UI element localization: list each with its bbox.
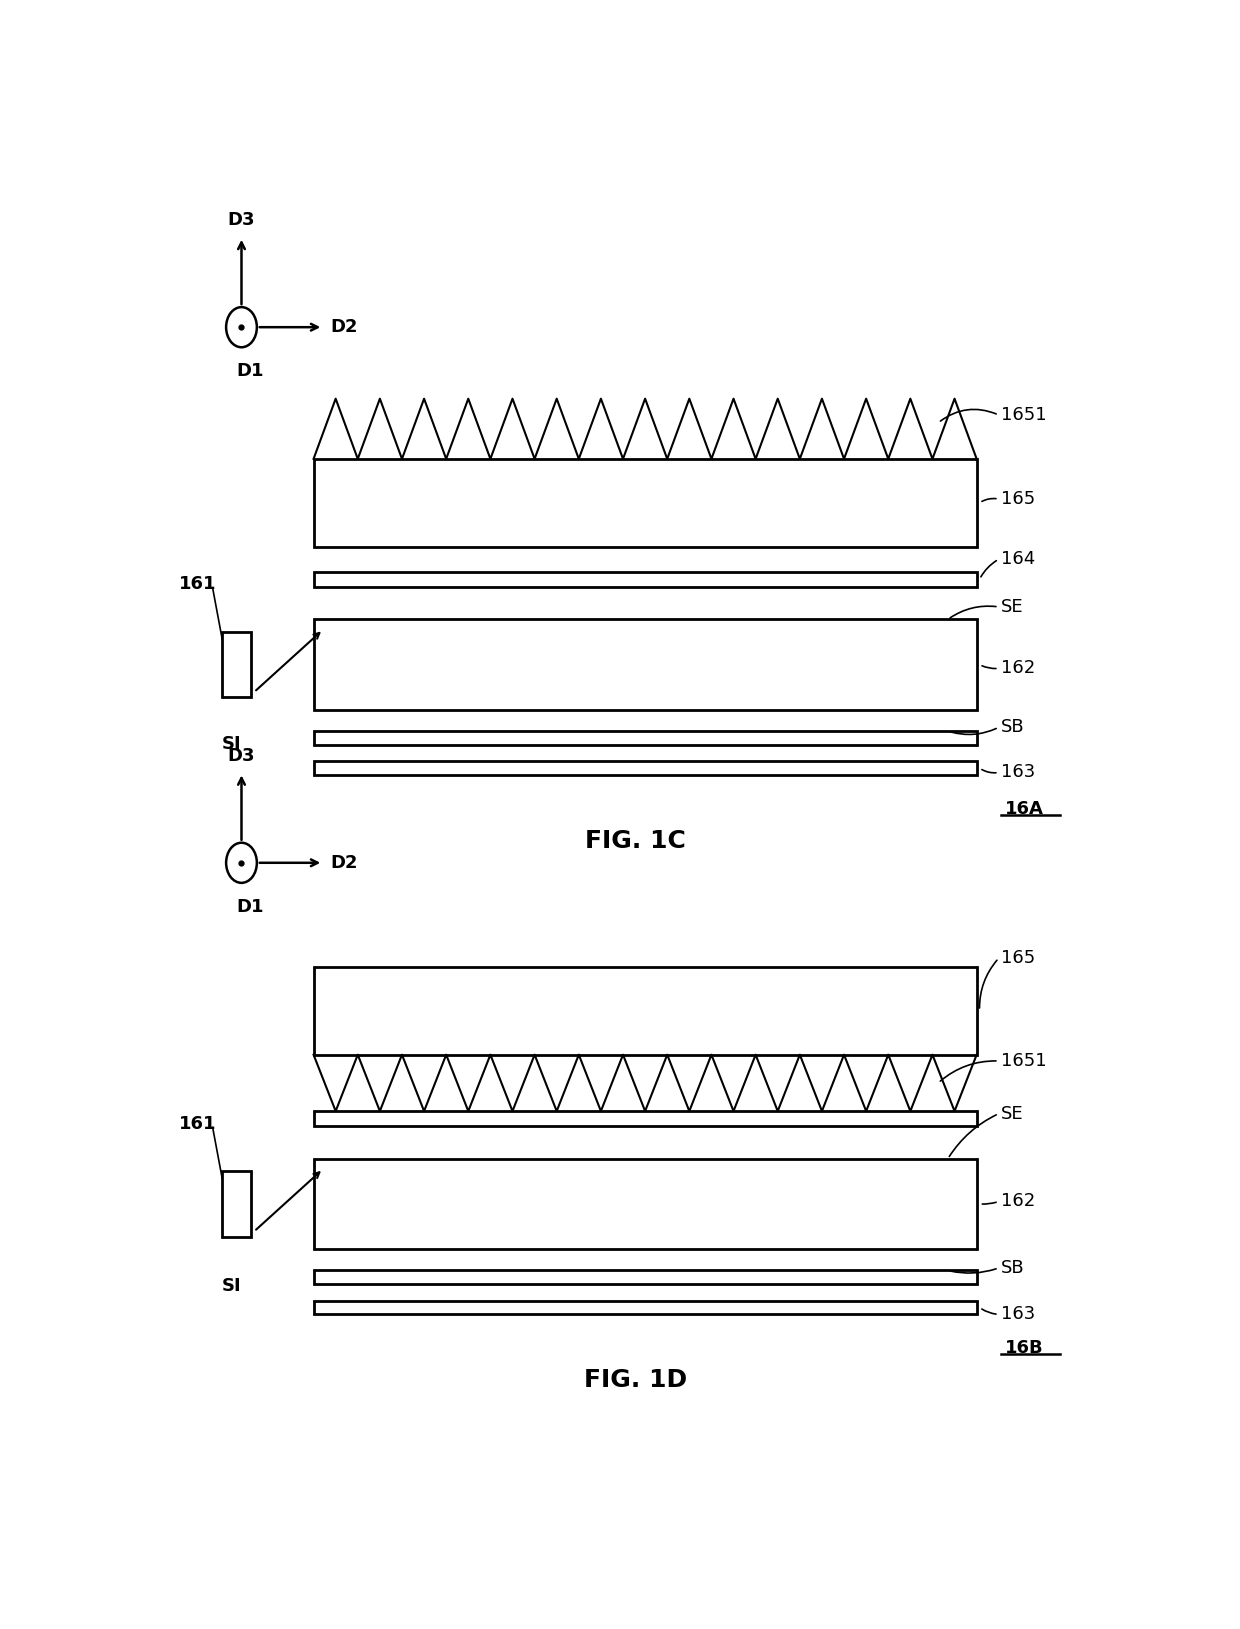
Text: D2: D2 xyxy=(330,318,357,336)
Text: 161: 161 xyxy=(179,1114,217,1132)
Text: SI: SI xyxy=(222,735,242,753)
Text: FIG. 1D: FIG. 1D xyxy=(584,1368,687,1393)
Text: SI: SI xyxy=(222,1277,242,1295)
Text: SE: SE xyxy=(1001,598,1023,616)
Text: 163: 163 xyxy=(1001,764,1035,782)
Text: SB: SB xyxy=(1001,718,1024,736)
Bar xyxy=(314,572,977,586)
Bar xyxy=(314,1111,977,1126)
Text: SB: SB xyxy=(1001,1259,1024,1277)
Bar xyxy=(222,1171,250,1236)
Text: SE: SE xyxy=(1001,1104,1023,1122)
Bar xyxy=(314,1300,977,1315)
Text: 16B: 16B xyxy=(1006,1339,1044,1357)
Text: 1651: 1651 xyxy=(1001,406,1047,424)
Text: 165: 165 xyxy=(1001,950,1035,968)
Text: 162: 162 xyxy=(1001,1192,1035,1210)
Text: D2: D2 xyxy=(330,854,357,872)
Text: 164: 164 xyxy=(1001,551,1035,569)
Bar xyxy=(314,459,977,547)
Text: D3: D3 xyxy=(228,748,255,766)
Text: 161: 161 xyxy=(179,575,217,593)
Bar xyxy=(314,1271,977,1284)
Bar xyxy=(314,761,977,775)
Text: FIG. 1C: FIG. 1C xyxy=(585,829,686,854)
Text: D3: D3 xyxy=(228,212,255,230)
Bar xyxy=(314,619,977,710)
Bar xyxy=(222,632,250,697)
Text: 165: 165 xyxy=(1001,490,1035,508)
Text: 1651: 1651 xyxy=(1001,1052,1047,1070)
Text: 163: 163 xyxy=(1001,1305,1035,1323)
Text: 162: 162 xyxy=(1001,660,1035,678)
Bar xyxy=(314,1158,977,1249)
Bar xyxy=(314,968,977,1054)
Text: 16A: 16A xyxy=(1006,800,1044,818)
Text: D1: D1 xyxy=(237,898,264,915)
Text: D1: D1 xyxy=(237,362,264,380)
Bar xyxy=(314,731,977,744)
